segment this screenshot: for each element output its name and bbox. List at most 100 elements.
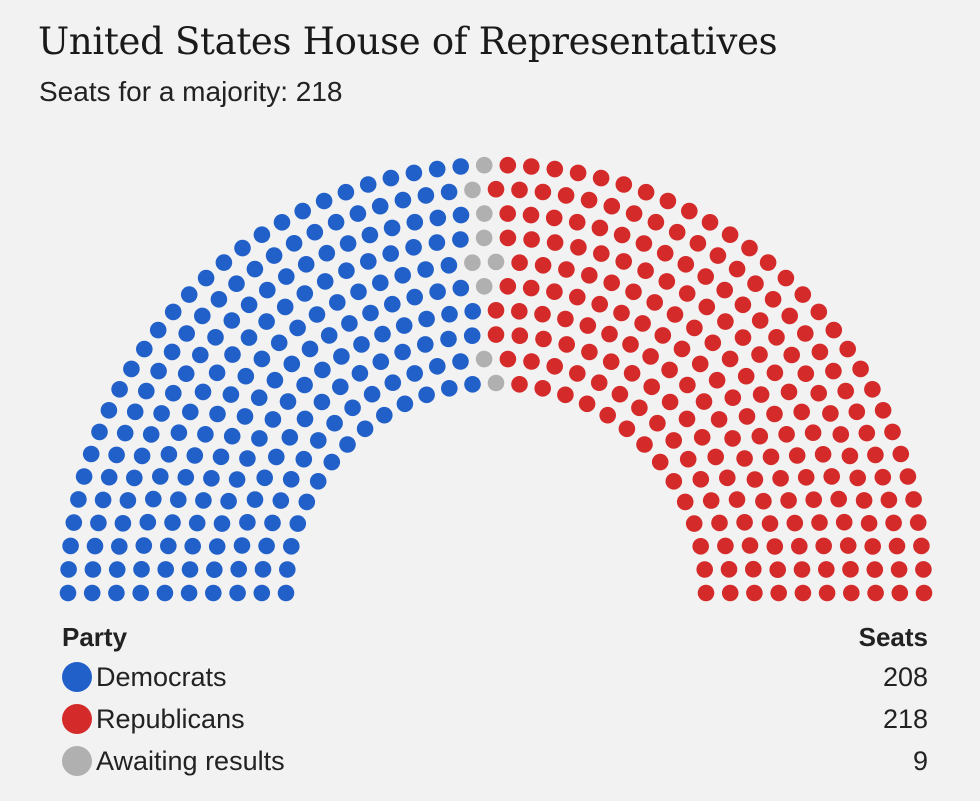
- seat-dot-democrats: [383, 219, 401, 237]
- seat-dot-republicans: [716, 281, 733, 299]
- legend-row-republicans: Republicans 218: [62, 698, 928, 740]
- seat-dot-republicans: [717, 537, 734, 555]
- seat-dot-democrats: [289, 319, 306, 337]
- seat-dot-republicans: [766, 538, 784, 555]
- seat-dot-republicans: [839, 340, 856, 358]
- seat-dot-republicans: [523, 353, 540, 370]
- legend-row-democrats: Democrats 208: [62, 656, 928, 698]
- seat-dot-republicans: [736, 450, 753, 467]
- seat-dot-democrats: [296, 376, 313, 394]
- seat-dot-democrats: [327, 213, 345, 231]
- seats-value-republicans: 218: [882, 703, 928, 734]
- seat-dot-republicans: [746, 471, 764, 488]
- seat-dot-republicans: [618, 420, 636, 438]
- seat-dot-democrats: [139, 513, 157, 531]
- seat-dot-democrats: [203, 470, 220, 487]
- seat-dot-republicans: [741, 537, 759, 554]
- seat-dot-democrats: [145, 490, 162, 508]
- seat-dot-republicans: [522, 206, 540, 224]
- seat-dot-republicans: [810, 384, 827, 402]
- seat-dot-democrats: [192, 346, 209, 364]
- seat-dot-republicans: [646, 294, 663, 311]
- seat-dot-democrats: [194, 383, 212, 401]
- seat-dot-republicans: [578, 395, 596, 413]
- seat-dot-democrats: [452, 158, 470, 175]
- seat-dot-republicans: [797, 325, 814, 342]
- seat-dot-democrats: [111, 381, 128, 398]
- seat-dot-republicans: [810, 303, 828, 321]
- seat-dot-democrats: [188, 514, 206, 532]
- seat-dot-democrats: [289, 515, 307, 532]
- seat-dot-democrats: [82, 445, 100, 463]
- seat-dot-republicans: [678, 410, 696, 428]
- seat-dot-democrats: [114, 515, 132, 532]
- seat-dot-democrats: [253, 226, 271, 243]
- seat-dot-republicans: [791, 537, 808, 555]
- seat-dot-democrats: [362, 304, 379, 322]
- seat-dot-democrats: [329, 294, 346, 311]
- legend: Party Seats Democrats 208 Republicans 21…: [62, 618, 928, 782]
- seat-dot-democrats: [206, 561, 223, 578]
- seat-dot-republicans: [603, 197, 621, 215]
- seat-dot-democrats: [406, 365, 424, 382]
- seat-dot-democrats: [372, 353, 390, 371]
- seat-dot-democrats: [306, 223, 324, 241]
- seat-dot-republicans: [557, 187, 575, 204]
- seat-dot-awaiting-results: [475, 278, 493, 295]
- seat-dot-democrats: [163, 343, 181, 361]
- seat-dot-republicans: [643, 378, 660, 396]
- seat-dot-democrats: [233, 537, 251, 554]
- seat-dot-republicans: [696, 561, 713, 578]
- seat-dot-republicans: [719, 469, 736, 487]
- seat-dot-democrats: [136, 340, 153, 358]
- seat-dot-republicans: [860, 515, 878, 532]
- seat-dot-republicans: [558, 261, 575, 278]
- seat-dot-democrats: [406, 288, 424, 306]
- seat-dot-republicans: [656, 244, 674, 262]
- seat-dot-republicans: [793, 403, 810, 421]
- seat-dot-democrats: [382, 169, 400, 187]
- seat-dot-democrats: [272, 492, 290, 509]
- seat-dot-democrats: [164, 514, 181, 531]
- seat-dot-democrats: [126, 403, 144, 421]
- seat-dot-democrats: [116, 424, 134, 442]
- seat-dot-republicans: [855, 492, 873, 509]
- seat-dot-republicans: [591, 219, 609, 237]
- seat-dot-democrats: [320, 327, 338, 344]
- seat-dot-awaiting-results: [487, 253, 505, 271]
- seat-dot-awaiting-results: [476, 205, 493, 222]
- seat-dot-republicans: [685, 515, 703, 532]
- seat-dot-republicans: [534, 183, 552, 201]
- seat-dot-republicans: [673, 340, 691, 358]
- seat-dot-democrats: [186, 447, 204, 464]
- seats-column-header: Seats: [858, 622, 928, 652]
- seat-dot-republicans: [841, 447, 859, 465]
- seat-dot-republicans: [822, 405, 839, 422]
- seat-dot-republicans: [794, 584, 812, 602]
- seat-dot-republicans: [724, 389, 742, 407]
- seat-dot-democrats: [326, 414, 343, 432]
- seat-dot-republicans: [874, 402, 892, 419]
- seat-dot-republicans: [534, 305, 551, 323]
- seat-dot-republicans: [880, 491, 898, 509]
- seat-dot-democrats: [197, 269, 215, 287]
- seat-dot-republicans: [625, 283, 642, 301]
- seat-dot-republicans: [569, 288, 586, 306]
- seat-dot-republicans: [762, 448, 780, 466]
- seat-dot-republicans: [631, 399, 648, 417]
- seat-dot-republicans: [793, 561, 811, 578]
- seat-dot-republicans: [658, 273, 676, 290]
- seat-dot-democrats: [254, 561, 272, 578]
- seat-dot-democrats: [278, 268, 295, 285]
- seat-dot-democrats: [264, 514, 281, 532]
- seat-dot-republicans: [780, 492, 797, 509]
- seat-dot-democrats: [374, 325, 391, 343]
- seat-dot-republicans: [842, 561, 859, 578]
- seat-dot-republicans: [864, 538, 881, 555]
- seat-dot-republicans: [848, 403, 866, 421]
- seat-dot-democrats: [285, 235, 303, 252]
- seat-dot-democrats: [210, 291, 228, 308]
- seat-dot-republicans: [615, 176, 633, 193]
- seat-dot-democrats: [429, 209, 447, 227]
- seat-dot-republicans: [746, 584, 763, 602]
